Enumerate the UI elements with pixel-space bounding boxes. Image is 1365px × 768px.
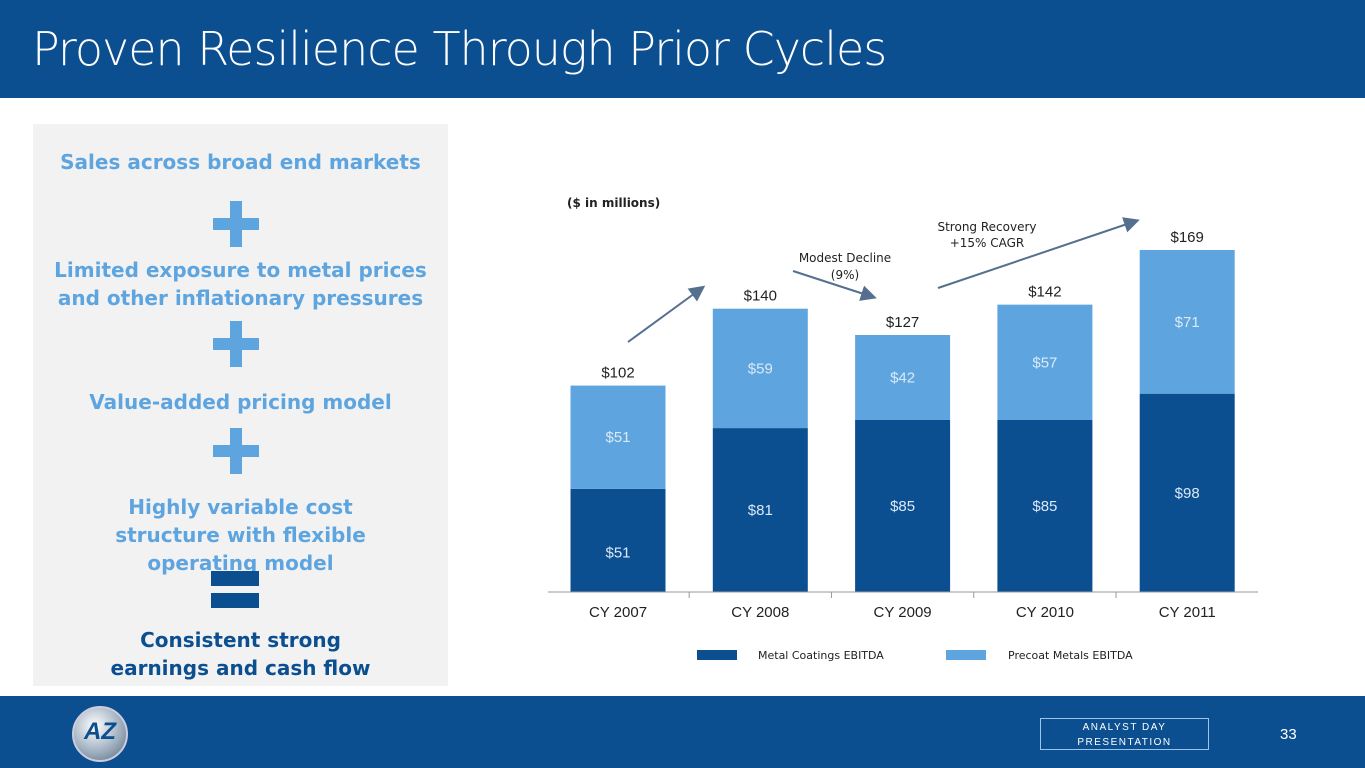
bar-value-label: $71 — [1175, 314, 1200, 331]
unit-note: ($ in millions) — [567, 196, 660, 210]
value-panel: Sales across broad end markets Limited e… — [33, 124, 448, 686]
bar-metal-coatings — [570, 488, 666, 592]
legend-swatch-metal-coatings — [697, 650, 737, 660]
analyst-day-badge: ANALYST DAY PRESENTATION — [1040, 718, 1209, 750]
equals-icon-top — [211, 571, 259, 586]
panel-item: Sales across broad end markets — [60, 150, 421, 174]
bar-precoat — [570, 385, 666, 489]
panel-conclusion: Consistent strong earnings and cash flow — [110, 628, 371, 680]
recovery-annotation: Strong Recovery — [937, 220, 1036, 234]
bar-value-label: $57 — [1032, 354, 1057, 371]
bar-total-label: $169 — [1171, 229, 1204, 246]
decline-annotation: Modest Decline — [799, 251, 891, 265]
bar-precoat — [997, 304, 1093, 420]
bar-precoat — [1139, 250, 1235, 394]
azz-logo: AZ — [72, 706, 128, 762]
bar-metal-coatings — [712, 428, 808, 592]
equals-icon-bottom — [211, 593, 259, 608]
title-bar — [0, 0, 1365, 98]
bar-metal-coatings — [855, 419, 951, 592]
page-title: Proven Resilience Through Prior Cycles — [32, 22, 887, 76]
legend-swatch-precoat — [946, 650, 986, 660]
x-tick-label: CY 2008 — [731, 604, 789, 621]
decline-arrow — [792, 270, 877, 301]
bar-value-label: $85 — [1032, 498, 1057, 515]
bar-precoat — [855, 334, 951, 420]
plus-icon — [213, 321, 259, 367]
bar-value-label: $59 — [748, 360, 773, 377]
bar-total-label: $102 — [601, 365, 634, 382]
footer-bar — [0, 696, 1365, 768]
legend-label: Precoat Metals EBITDA — [1008, 649, 1133, 662]
recovery-annotation-cagr: +15% CAGR — [950, 236, 1025, 250]
panel-item: Value-added pricing model — [89, 390, 392, 414]
growth-arrow — [627, 285, 706, 343]
recovery-arrow — [937, 217, 1140, 289]
bar-value-label: $42 — [890, 369, 915, 386]
decline-annotation-pct: (9%) — [831, 268, 859, 282]
bar-metal-coatings — [997, 419, 1093, 592]
bar-value-label: $98 — [1175, 485, 1200, 502]
x-tick-label: CY 2011 — [1159, 604, 1216, 621]
panel-item: Limited exposure to metal prices and oth… — [54, 258, 427, 310]
plus-icon — [213, 428, 259, 474]
bar-total-label: $127 — [886, 314, 919, 331]
page-number: 33 — [1280, 726, 1297, 743]
plus-icon — [213, 201, 259, 247]
bar-metal-coatings — [1139, 393, 1235, 592]
bar-value-label: $81 — [748, 502, 773, 519]
x-tick-label: CY 2009 — [874, 604, 932, 621]
bar-value-label: $51 — [605, 544, 630, 561]
bar-total-label: $142 — [1028, 284, 1061, 301]
x-tick-label: CY 2010 — [1016, 604, 1074, 621]
x-tick-label: CY 2007 — [589, 604, 647, 621]
bar-total-label: $140 — [744, 288, 777, 305]
legend-label: Metal Coatings EBITDA — [758, 649, 884, 662]
bar-value-label: $85 — [890, 498, 915, 515]
bar-precoat — [712, 308, 808, 429]
bar-value-label: $51 — [605, 429, 630, 446]
